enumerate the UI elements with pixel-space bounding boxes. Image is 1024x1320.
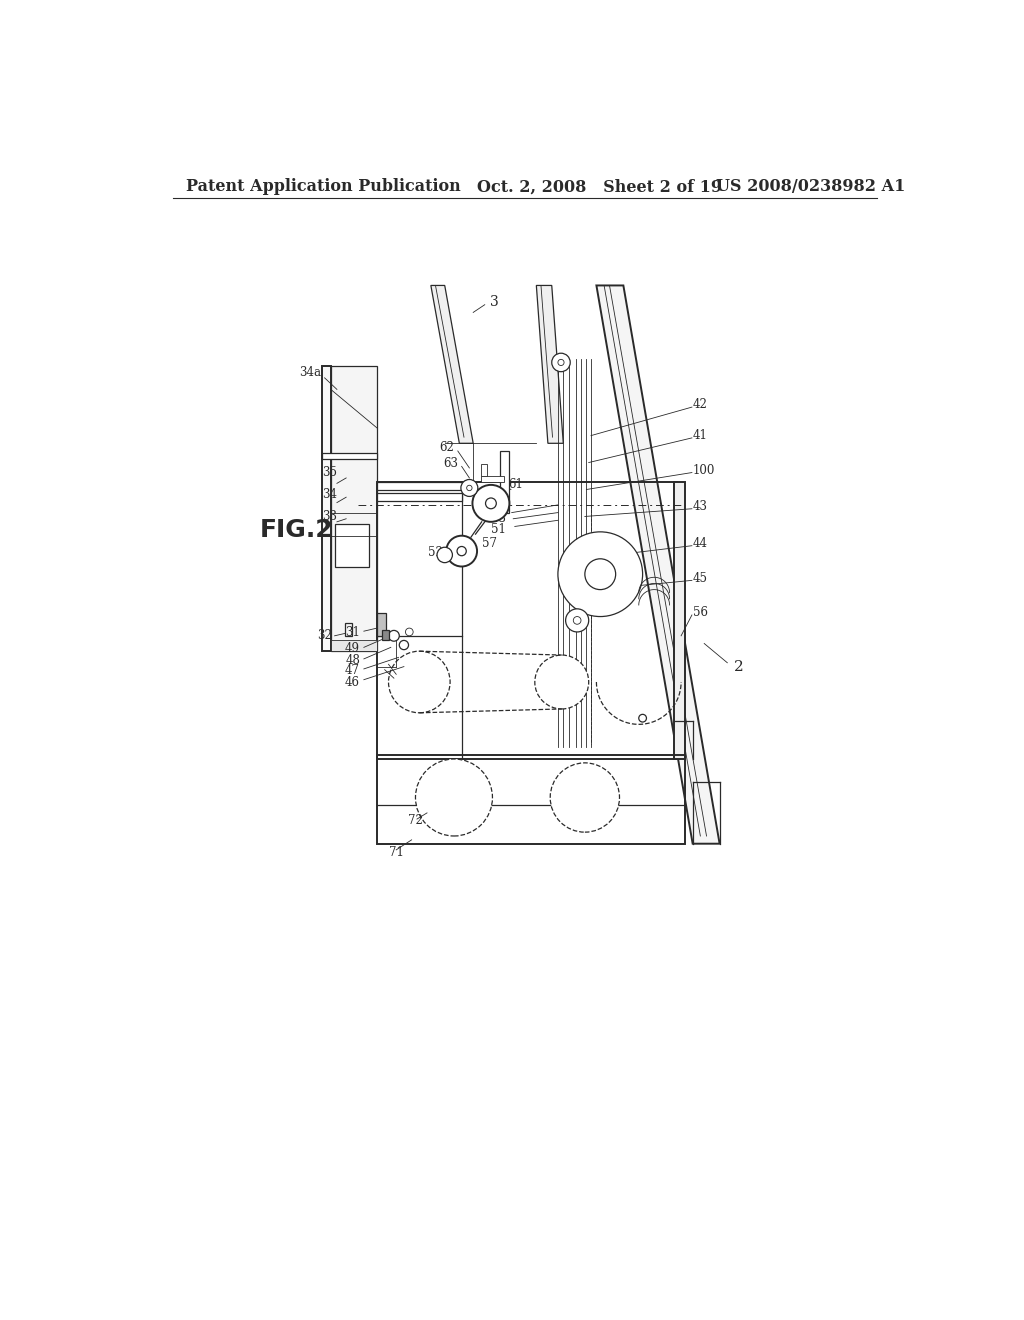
Text: 100: 100: [692, 463, 715, 477]
Bar: [377, 755, 685, 843]
Circle shape: [535, 655, 589, 709]
Bar: [322, 453, 377, 459]
Circle shape: [472, 484, 509, 521]
Bar: [345, 623, 352, 636]
Text: 34: 34: [322, 487, 337, 500]
Circle shape: [573, 616, 581, 624]
Circle shape: [446, 536, 477, 566]
Text: 48: 48: [345, 653, 360, 667]
Bar: [382, 630, 389, 640]
Text: 47: 47: [345, 664, 360, 677]
Circle shape: [461, 479, 478, 496]
Text: Patent Application Publication: Patent Application Publication: [186, 178, 461, 195]
Text: 31: 31: [345, 626, 360, 639]
Text: 34a: 34a: [299, 366, 321, 379]
Circle shape: [639, 714, 646, 722]
Bar: [500, 451, 509, 512]
Polygon shape: [431, 285, 473, 444]
Text: US 2008/0238982 A1: US 2008/0238982 A1: [716, 178, 905, 195]
Circle shape: [485, 498, 497, 508]
Circle shape: [416, 759, 493, 836]
Text: 61: 61: [508, 478, 522, 491]
Circle shape: [552, 354, 570, 372]
Circle shape: [457, 546, 466, 556]
Circle shape: [406, 628, 413, 636]
Text: 43: 43: [692, 500, 708, 513]
Circle shape: [399, 640, 409, 649]
Polygon shape: [596, 285, 720, 843]
Text: 2: 2: [733, 660, 743, 675]
Text: 32: 32: [317, 630, 333, 643]
Text: 41: 41: [692, 429, 708, 442]
Text: 53: 53: [490, 512, 506, 525]
Text: 35: 35: [322, 466, 337, 479]
Bar: [377, 482, 677, 759]
Text: 44: 44: [692, 537, 708, 550]
Text: 62: 62: [439, 441, 454, 454]
Text: 57: 57: [482, 537, 498, 550]
Text: 49: 49: [345, 643, 360, 656]
Text: 46: 46: [345, 676, 360, 689]
Text: 71: 71: [388, 846, 403, 859]
Circle shape: [565, 609, 589, 632]
Circle shape: [437, 548, 453, 562]
Text: FIG.2: FIG.2: [260, 517, 334, 541]
Text: 45: 45: [692, 572, 708, 585]
Circle shape: [558, 359, 564, 366]
Circle shape: [558, 532, 643, 616]
Bar: [481, 475, 504, 482]
Circle shape: [388, 651, 451, 713]
Bar: [377, 494, 462, 502]
Bar: [674, 482, 685, 759]
Bar: [331, 367, 377, 651]
Text: 56: 56: [692, 606, 708, 619]
Bar: [335, 524, 370, 566]
Text: 51: 51: [490, 523, 506, 536]
Text: 52: 52: [428, 546, 443, 560]
Circle shape: [467, 486, 472, 491]
Text: 42: 42: [692, 399, 708, 412]
Bar: [481, 465, 487, 475]
Text: Oct. 2, 2008   Sheet 2 of 19: Oct. 2, 2008 Sheet 2 of 19: [477, 178, 722, 195]
Text: 3: 3: [490, 296, 499, 309]
Circle shape: [550, 763, 620, 832]
Polygon shape: [537, 285, 563, 444]
Circle shape: [388, 631, 399, 642]
Bar: [377, 612, 386, 636]
Bar: [322, 367, 331, 651]
Text: 33: 33: [322, 510, 337, 523]
Text: 63: 63: [443, 457, 459, 470]
Bar: [331, 640, 377, 651]
Text: 72: 72: [408, 814, 423, 828]
Bar: [377, 482, 462, 490]
Circle shape: [585, 558, 615, 590]
